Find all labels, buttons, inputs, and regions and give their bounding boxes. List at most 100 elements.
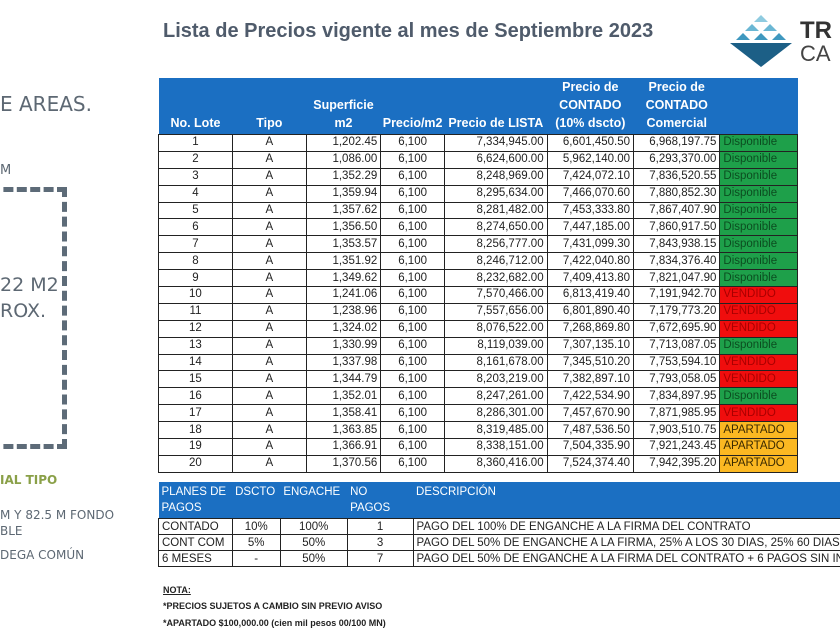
- table-cell: 8: [158, 252, 233, 271]
- table-row: CONTADO 10% 100% 1 PAGO DEL 100% DE ENGANCHE…: [158, 518, 840, 535]
- section-heading: IAL TIPO: [0, 473, 58, 487]
- table-cell: 7,191,942.70: [632, 286, 721, 304]
- table-cell: 7,921,243.45: [632, 438, 721, 456]
- table-cell: 3: [346, 534, 414, 551]
- plans-table-header: PLANES DE PAGOS DSCTO ENGACHE NO PAGOS DESCR…: [158, 482, 840, 519]
- left-desc-2: BLE: [0, 524, 23, 538]
- table-cell: 7,903,510.75: [632, 421, 721, 440]
- table-cell: 6,813,419.40: [546, 286, 635, 304]
- table-cell: PAGO DEL 100% DE ENGANCHE A LA FIRMA DEL…: [412, 518, 840, 535]
- table-cell: 7,821,047.90: [632, 269, 721, 288]
- table-cell: A: [231, 134, 307, 152]
- table-row: 3 A 1,352.29 6,100 8,248,969.00 7,424,072.10 7…: [158, 167, 798, 186]
- table-cell: A: [231, 387, 307, 406]
- table-cell: 7,307,135.10: [546, 336, 635, 355]
- table-cell: A: [231, 336, 307, 355]
- table-cell: 7,422,534.90: [546, 387, 635, 406]
- table-cell: 8,256,777.00: [444, 235, 548, 254]
- table-cell: A: [231, 370, 307, 389]
- status-badge: APARTADO: [719, 421, 798, 440]
- table-cell: 7,524,374.40: [546, 454, 635, 473]
- table-cell: 1,366.91: [305, 438, 382, 456]
- table-cell: 6: [158, 218, 233, 237]
- table-cell: -: [231, 550, 281, 567]
- table-cell: 7,867,407.90: [632, 201, 721, 220]
- table-row: CONT COM 5% 50% 3 PAGO DEL 50% DE ENGANCHE A…: [158, 534, 840, 551]
- table-cell: 1,351.92: [305, 252, 382, 271]
- status-badge: Disponible: [719, 235, 798, 254]
- table-cell: 1,352.01: [305, 387, 382, 406]
- table-cell: 1,086.00: [305, 150, 382, 169]
- table-cell: 10: [158, 286, 233, 304]
- table-row: 4 A 1,359.94 6,100 8,295,634.00 7,466,070.60 7…: [158, 184, 798, 203]
- table-cell: 1,238.96: [305, 302, 382, 321]
- status-badge: VENDIDO: [719, 319, 798, 338]
- table-cell: 1,349.62: [305, 269, 382, 288]
- table-cell: 7: [158, 235, 233, 254]
- table-cell: A: [231, 184, 307, 203]
- table-cell: 8,119,039.00: [444, 336, 548, 355]
- column-header: PLANES DE PAGOS: [158, 482, 233, 519]
- table-cell: 1,363.85: [305, 421, 382, 440]
- table-cell: 1,358.41: [305, 404, 382, 423]
- table-cell: 8,248,969.00: [444, 167, 548, 186]
- column-header: [719, 78, 798, 135]
- table-cell: 6 MESES: [158, 550, 233, 567]
- table-cell: 8,161,678.00: [444, 353, 548, 372]
- status-badge: Disponible: [719, 150, 798, 169]
- table-row: 7 A 1,353.57 6,100 8,256,777.00 7,431,099.30 7…: [158, 235, 798, 254]
- table-cell: 1,344.79: [305, 370, 382, 389]
- table-row: 11 A 1,238.96 6,100 7,557,656.00 6,801,890.40…: [158, 302, 798, 321]
- diamond-logo-icon: [730, 15, 792, 67]
- table-cell: 6,100: [380, 218, 445, 237]
- status-badge: Disponible: [719, 336, 798, 355]
- table-cell: 6,100: [380, 286, 445, 304]
- table-cell: 7,843,938.15: [632, 235, 721, 254]
- table-cell: 8,246,712.00: [444, 252, 548, 271]
- table-cell: 7,753,594.10: [632, 353, 721, 372]
- column-header: Tipo: [232, 78, 307, 135]
- table-cell: 7,713,087.05: [632, 336, 721, 355]
- table-cell: 8,203,219.00: [444, 370, 548, 389]
- table-cell: 10%: [231, 518, 281, 535]
- table-cell: 14: [158, 353, 233, 372]
- table-cell: 18: [158, 421, 233, 440]
- table-cell: 7,836,520.55: [632, 167, 721, 186]
- table-cell: 1,353.57: [305, 235, 382, 254]
- table-cell: 6,100: [380, 184, 445, 203]
- table-cell: 12: [158, 319, 233, 338]
- table-cell: A: [231, 218, 307, 237]
- table-cell: 7,409,413.80: [546, 269, 635, 288]
- table-row: 20 A 1,370.56 6,100 8,360,416.00 7,524,374.40…: [158, 454, 798, 473]
- table-cell: 8,274,650.00: [444, 218, 548, 237]
- column-header: Precio de CONTADO Comercial: [633, 78, 720, 135]
- table-row: 10 A 1,241.06 6,100 7,570,466.00 6,813,419.40…: [158, 286, 798, 304]
- column-header: Precio de LISTA: [444, 78, 548, 135]
- table-cell: A: [231, 454, 307, 473]
- table-row: 17 A 1,358.41 6,100 8,286,301.00 7,457,670.90…: [158, 404, 798, 423]
- table-cell: A: [231, 421, 307, 440]
- table-cell: 6,100: [380, 302, 445, 321]
- table-cell: 6,624,600.00: [444, 150, 548, 169]
- note-line: *APARTADO $100,000.00 (cien mil pesos 00…: [163, 618, 386, 628]
- table-row: 12 A 1,324.02 6,100 8,076,522.00 7,268,869.80…: [158, 319, 798, 338]
- table-cell: 7,334,945.00: [444, 134, 548, 152]
- table-cell: 1,337.98: [305, 353, 382, 372]
- table-row: 6 MESES -50% 7 PAGO DEL 50% DE ENGANCHE A L…: [158, 550, 840, 567]
- table-cell: A: [231, 353, 307, 372]
- table-cell: 7,268,869.80: [546, 319, 635, 338]
- table-cell: 100%: [279, 518, 348, 535]
- table-cell: 1,324.02: [305, 319, 382, 338]
- table-cell: A: [231, 235, 307, 254]
- status-badge: Disponible: [719, 167, 798, 186]
- table-cell: 6,100: [380, 336, 445, 355]
- column-header: NO PAGOS: [347, 482, 414, 519]
- table-cell: 20: [158, 454, 233, 473]
- table-row: 15 A 1,344.79 6,100 8,203,219.00 7,382,897.10…: [158, 370, 798, 389]
- table-cell: 6,100: [380, 404, 445, 423]
- table-cell: PAGO DEL 50% DE ENGANCHE A LA FIRMA, 25%…: [412, 534, 840, 551]
- left-heading: E AREAS.: [0, 92, 92, 116]
- price-table-header: No. Lote Tipo Superficie m2 Precio/m2 Precio…: [158, 78, 798, 135]
- column-header: ENGACHE: [280, 482, 348, 519]
- table-cell: 7,942,395.20: [632, 454, 721, 473]
